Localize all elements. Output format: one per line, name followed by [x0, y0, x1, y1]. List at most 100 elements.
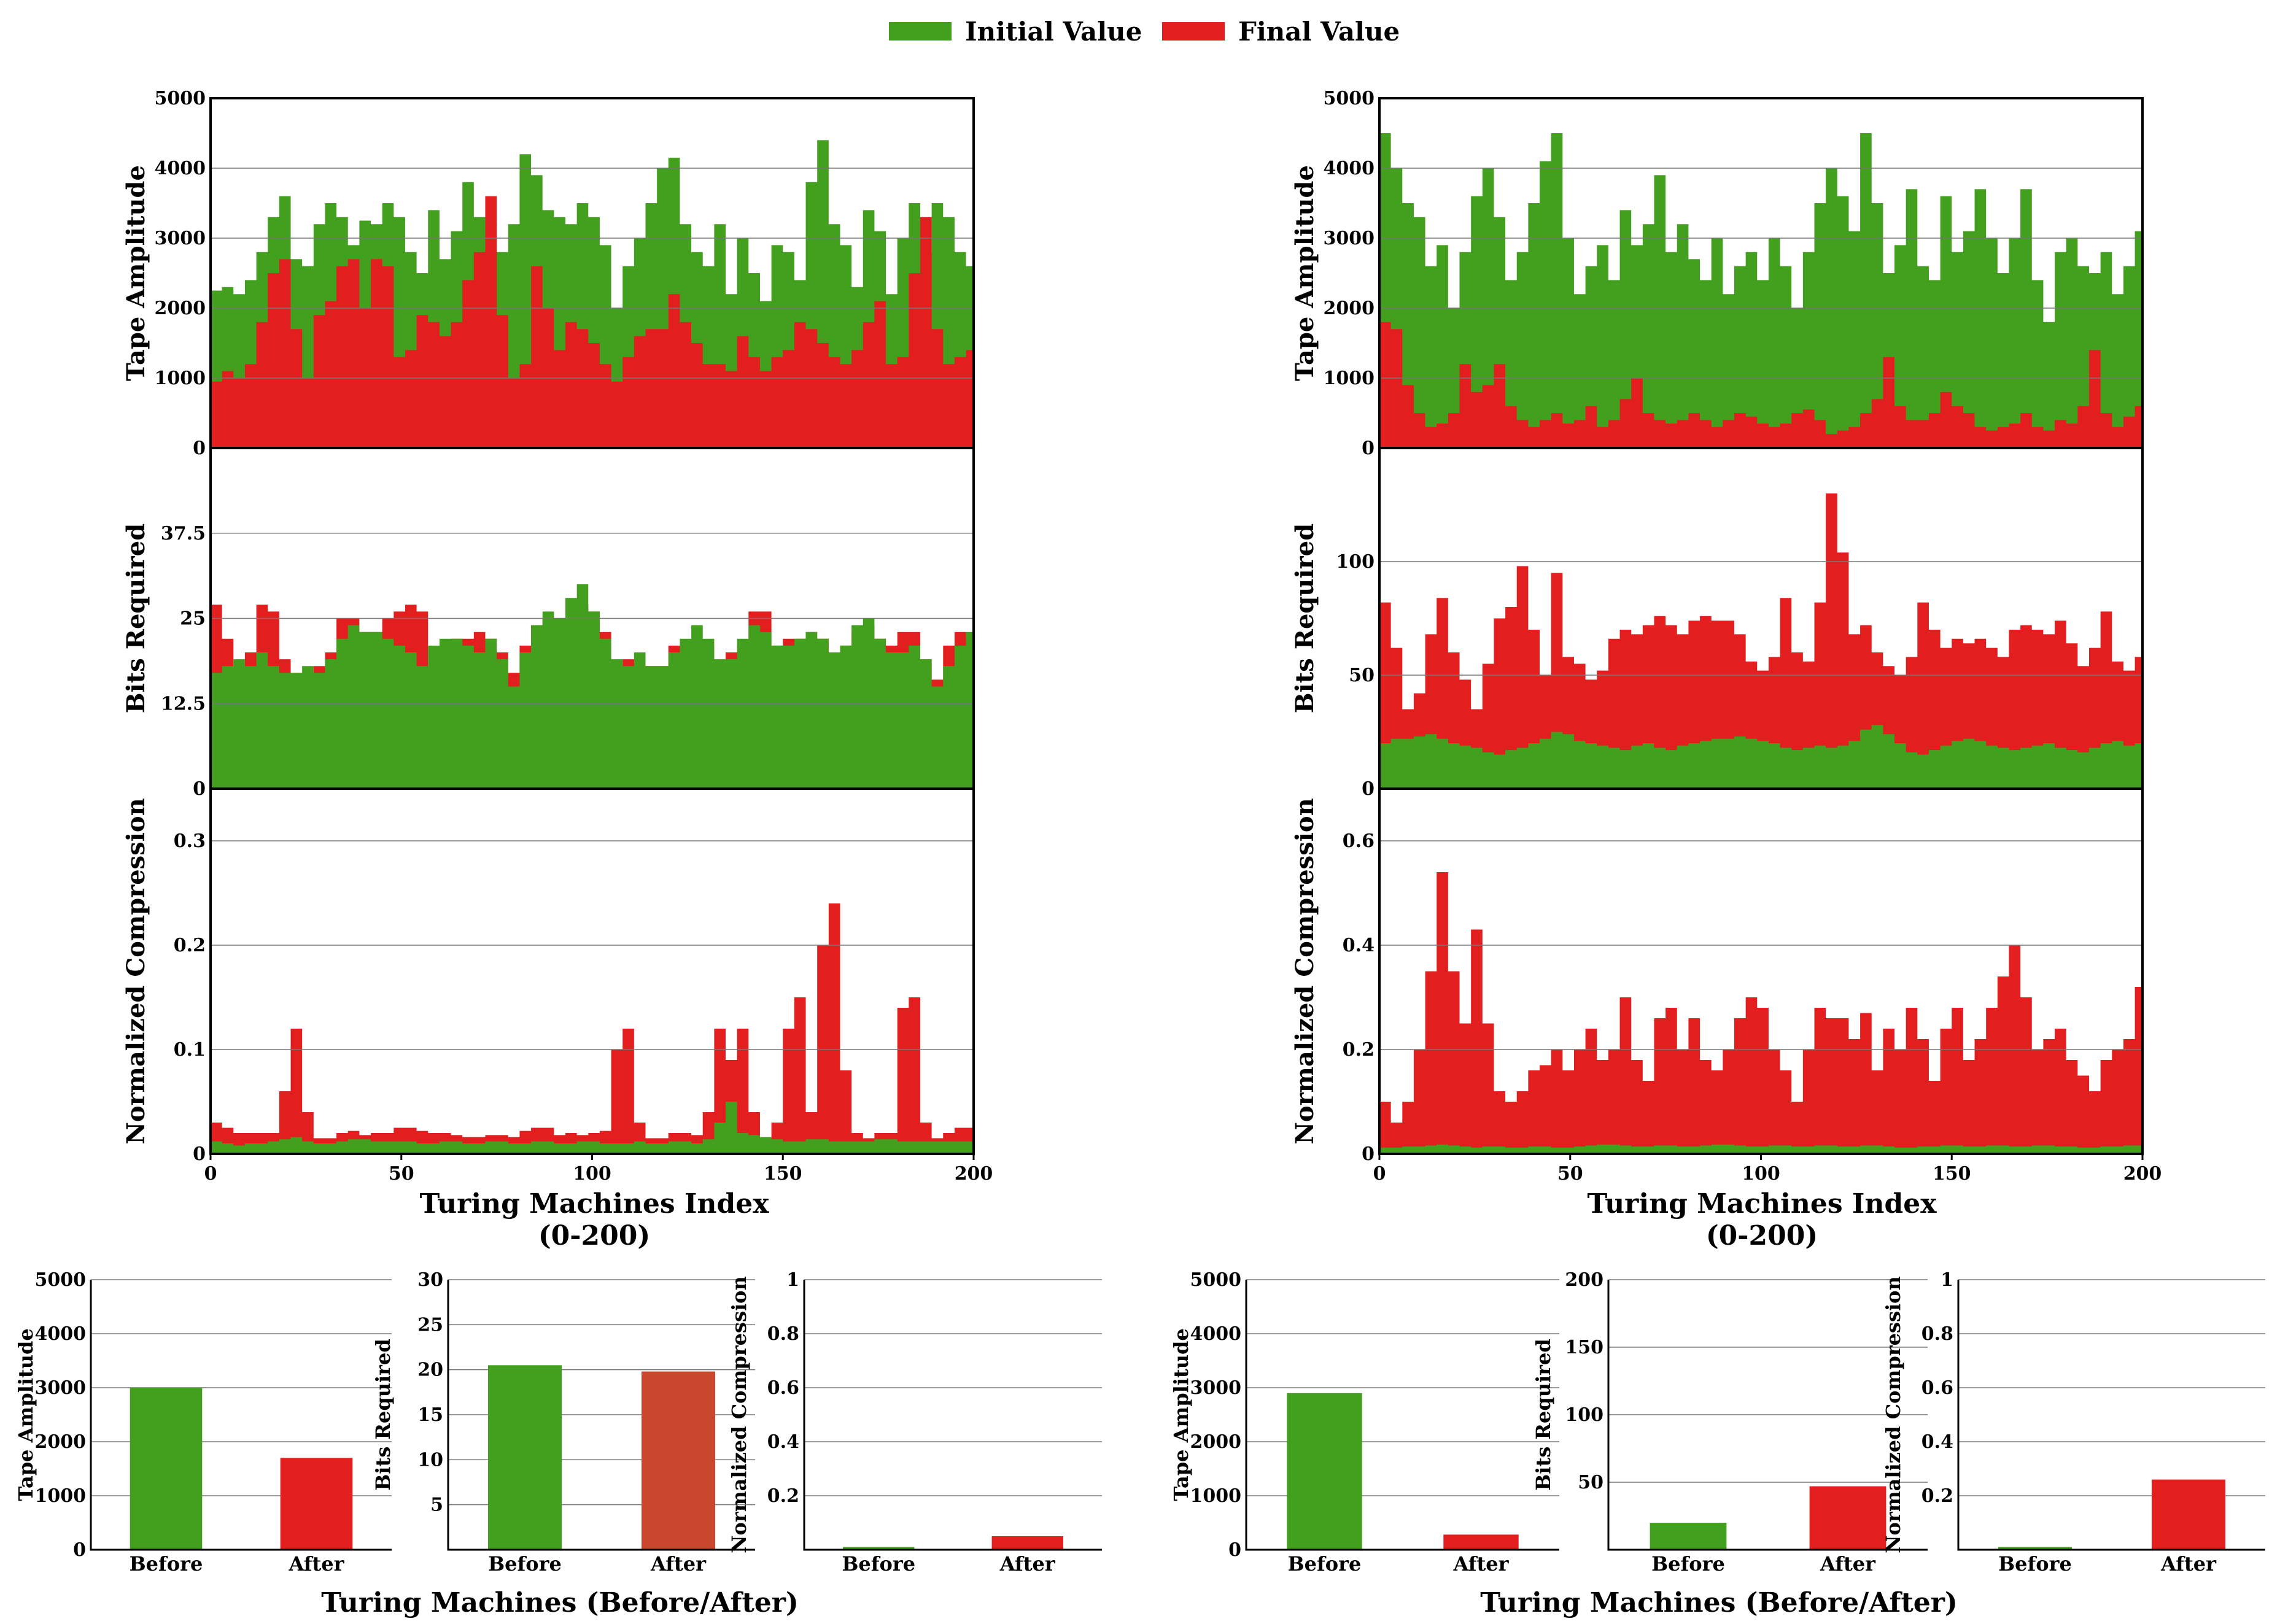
y-tick-label: 0.4	[1921, 1431, 1953, 1453]
x-tick-label: 50	[389, 1163, 414, 1185]
left-normalized-compression-chart: 0 0.1 0.2 0.3 Normalized Compression 0 50 100 15…	[122, 787, 993, 1185]
y-tick-label: 0.2	[174, 935, 206, 956]
plot-frame	[209, 787, 975, 1155]
x-tick-label: 0	[204, 1163, 217, 1185]
y-tick-label: 4000	[155, 158, 206, 179]
x-tick-label: 200	[955, 1163, 993, 1185]
y-axis-label: Bits Required	[122, 524, 150, 713]
left-tape-amplitude-chart: 0 1000 2000 3000 4000 5000 Tape Amplitude	[122, 88, 975, 459]
bar-before	[1998, 1547, 2072, 1550]
y-tick-label: 0.8	[1921, 1323, 1953, 1345]
y-axis-label: Normalized Compression	[122, 798, 150, 1144]
y-tick-label: 0	[1362, 778, 1375, 800]
area-series-final	[1379, 872, 2142, 1154]
y-tick-label: 5	[430, 1494, 443, 1516]
y-tick-label: 3000	[1190, 1377, 1242, 1399]
y-tick-label: 3000	[155, 228, 206, 249]
bar-after	[991, 1536, 1063, 1550]
axis-lines	[803, 1280, 1102, 1551]
y-tick-label: 10	[417, 1449, 443, 1471]
x-tick-label: 100	[573, 1163, 611, 1185]
y-tick-label: 0.3	[174, 830, 206, 852]
y-tick-label: 5000	[1324, 88, 1375, 109]
axis-lines	[1957, 1280, 2265, 1551]
category-label: Before	[1651, 1552, 1725, 1576]
left-x-axis-range: (0-200)	[538, 1220, 650, 1251]
area-series-initial	[211, 584, 974, 789]
left-bar-bits-required: 5 10 15 20 25 30 Before After Bits Required	[371, 1269, 755, 1576]
y-tick-label: 1000	[35, 1485, 87, 1507]
y-axis-label: Tape Amplitude	[14, 1328, 37, 1501]
axis-lines	[1607, 1280, 1928, 1551]
y-tick-label: 0.4	[767, 1431, 799, 1453]
y-axis-label: Bits Required	[371, 1339, 395, 1490]
y-tick-label: 0	[193, 438, 206, 459]
bar-before	[488, 1365, 562, 1550]
legend-final-label: Final Value	[1238, 17, 1400, 47]
category-label: After	[999, 1552, 1056, 1576]
y-tick-label: 3000	[1324, 228, 1375, 249]
legend-initial-label: Initial Value	[965, 17, 1142, 47]
y-tick-label: 5000	[1190, 1269, 1242, 1291]
category-label: After	[2160, 1552, 2217, 1576]
right-bar-x-axis-label: Turing Machines (Before/After)	[1480, 1587, 1958, 1618]
x-tick-label: 150	[1933, 1163, 1971, 1185]
bar-after	[1443, 1534, 1519, 1550]
x-tick-label: 50	[1557, 1163, 1583, 1185]
right-tape-amplitude-chart: 0 1000 2000 3000 4000 5000 Tape Amplitude	[1290, 88, 2144, 459]
y-tick-label: 150	[1565, 1337, 1603, 1358]
y-tick-label: 0.6	[767, 1377, 799, 1399]
y-tick-label: 2000	[35, 1431, 87, 1453]
bar-after	[280, 1458, 353, 1550]
y-tick-label: 1000	[1324, 368, 1375, 389]
area-series-initial	[1379, 133, 2142, 448]
y-tick-label: 4000	[1324, 158, 1375, 179]
legend: Initial Value Final Value	[889, 17, 1400, 47]
bar-before	[843, 1547, 915, 1550]
category-label: After	[650, 1552, 707, 1576]
bar-after	[2152, 1479, 2225, 1550]
category-label: Before	[1998, 1552, 2072, 1576]
y-axis-label: Normalized Compression	[727, 1276, 751, 1553]
area-series-final	[1379, 493, 2142, 789]
axis-lines	[447, 1280, 755, 1551]
bar-after	[642, 1371, 715, 1550]
y-tick-label: 5000	[35, 1269, 87, 1291]
category-label: After	[1820, 1552, 1876, 1576]
y-tick-label: 25	[417, 1314, 443, 1336]
y-tick-label: 0.4	[1343, 935, 1375, 956]
y-tick-label: 37.5	[161, 523, 206, 544]
y-axis-label: Tape Amplitude	[1290, 165, 1319, 381]
area-series-final	[1379, 322, 2142, 448]
y-tick-label: 2000	[155, 298, 206, 319]
y-tick-label: 200	[1565, 1269, 1603, 1291]
right-bar-tape-amplitude: 0 1000 2000 3000 4000 5000 Before After Tape Amp…	[1169, 1269, 1559, 1576]
left-bar-x-axis-label: Turing Machines (Before/After)	[321, 1587, 799, 1618]
area-series-final	[211, 903, 974, 1154]
y-tick-label: 0	[1228, 1539, 1241, 1561]
bar-before	[130, 1388, 203, 1550]
y-tick-label: 30	[417, 1269, 443, 1291]
y-tick-label: 3000	[35, 1377, 87, 1399]
category-label: Before	[842, 1552, 915, 1576]
y-tick-label: 2000	[1324, 298, 1375, 319]
y-tick-label: 1	[1941, 1269, 1953, 1291]
category-label: After	[288, 1552, 344, 1576]
right-normalized-compression-chart: 0 0.2 0.4 0.6 Normalized Compression 0 50 100 15…	[1290, 787, 2162, 1185]
left-bits-required-chart: 0 12.5 25 37.5 Bits Required	[122, 447, 975, 800]
category-label: After	[1452, 1552, 1509, 1576]
category-label: Before	[130, 1552, 203, 1576]
axis-lines	[90, 1280, 392, 1551]
left-x-axis-label: Turing Machines Index	[419, 1188, 769, 1220]
right-bar-normalized-compression: 0.2 0.4 0.6 0.8 1 Before After Normalized Compr…	[1882, 1269, 2265, 1576]
y-axis-label: Tape Amplitude	[1169, 1328, 1193, 1501]
y-tick-label: 4000	[1190, 1323, 1242, 1345]
y-tick-label: 100	[1336, 551, 1375, 573]
left-bar-tape-amplitude: 0 1000 2000 3000 4000 5000 Before After Tape Amp…	[14, 1269, 392, 1576]
y-axis-label: Bits Required	[1532, 1339, 1555, 1490]
left-bar-normalized-compression: 0.2 0.4 0.6 0.8 1 Before After Normalized Compr…	[727, 1269, 1102, 1576]
right-bar-bits-required: 50 100 150 200 Before After Bits Required	[1532, 1269, 1928, 1576]
y-tick-label: 12.5	[161, 693, 206, 714]
y-tick-label: 0.2	[767, 1485, 799, 1507]
